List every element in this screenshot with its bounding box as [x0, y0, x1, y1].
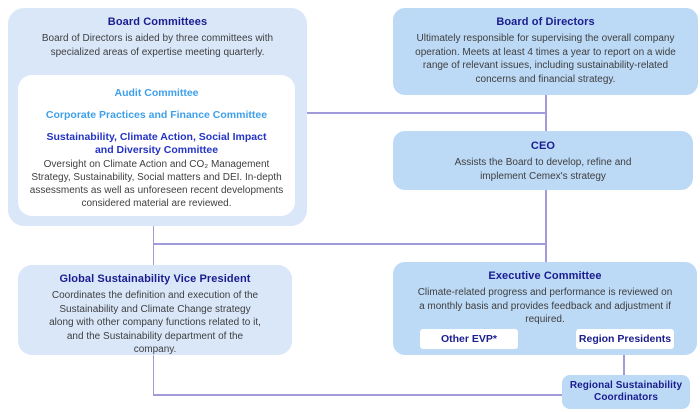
connector-vp-down	[152, 354, 154, 395]
executive-committee-box: Executive Committee Climate-related prog…	[393, 262, 697, 355]
board-of-directors-title: Board of Directors	[496, 16, 595, 28]
executive-committee-description: Climate-related progress and performance…	[417, 287, 673, 325]
ceo-box: CEO Assists the Board to develop, refine…	[393, 131, 693, 190]
connector-board-to-ceo	[545, 94, 547, 132]
ceo-title: CEO	[530, 140, 556, 152]
audit-committee-title: Audit Committee	[114, 87, 199, 99]
board-committees-box: Board Committees Board of Directors is a…	[8, 8, 307, 226]
corporate-practices-finance-committee-title: Corporate Practices and Finance Committe…	[45, 109, 268, 121]
other-evp-chip: Other EVP*	[420, 329, 518, 349]
global-sustainability-vp-title: Global Sustainability Vice President	[59, 273, 251, 285]
regional-sustainability-coordinators-box: Regional Sustainability Coordinators	[562, 375, 690, 409]
committees-card: Audit Committee Corporate Practices and …	[18, 75, 295, 216]
global-sustainability-vp-box: Global Sustainability Vice President Coo…	[18, 265, 292, 355]
board-of-directors-box: Board of Directors Ultimately responsibl…	[393, 8, 698, 95]
board-committees-title: Board Committees	[107, 16, 208, 28]
connector-vp-to-regional-coordinators	[152, 394, 564, 396]
sustainability-committee-title: Sustainability, Climate Action, Social I…	[46, 131, 267, 156]
connector-board-committees-to-board	[306, 112, 546, 114]
connector-executive-to-regional-coordinators	[623, 354, 625, 376]
sustainability-committee-description: Oversight on Climate Action and CO₂ Mana…	[29, 159, 284, 209]
connector-middle-horizontal	[152, 243, 547, 245]
executive-committee-title: Executive Committee	[488, 270, 602, 282]
connector-board-committees-to-vp	[152, 225, 154, 266]
ceo-description: Assists the Board to develop, refine and…	[454, 157, 632, 182]
board-of-directors-description: Ultimately responsible for supervising t…	[415, 33, 676, 85]
regional-sustainability-coordinators-title: Regional Sustainability Coordinators	[569, 380, 683, 403]
board-committees-description: Board of Directors is aided by three com…	[41, 33, 274, 58]
global-sustainability-vp-description: Coordinates the definition and execution…	[49, 290, 261, 355]
region-presidents-chip: Region Presidents	[576, 329, 674, 349]
connector-ceo-to-executive-committee	[545, 190, 547, 263]
